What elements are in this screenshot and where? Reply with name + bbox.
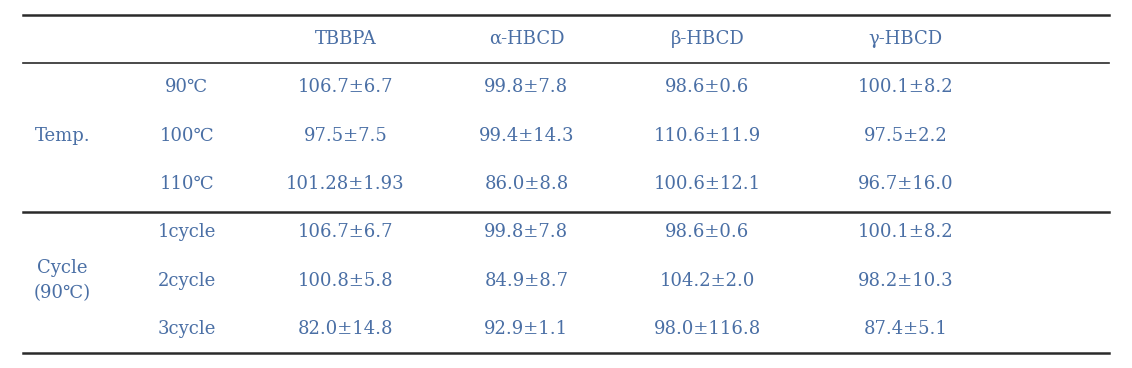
Text: 99.8±7.8: 99.8±7.8 [484, 78, 568, 96]
Text: 100℃: 100℃ [160, 127, 214, 145]
Text: 110.6±11.9: 110.6±11.9 [654, 127, 761, 145]
Text: 90℃: 90℃ [165, 78, 208, 96]
Text: 100.1±8.2: 100.1±8.2 [858, 223, 953, 241]
Text: 2cycle: 2cycle [157, 272, 216, 290]
Text: 96.7±16.0: 96.7±16.0 [858, 175, 953, 193]
Text: Temp.: Temp. [34, 127, 91, 145]
Text: 104.2±2.0: 104.2±2.0 [660, 272, 755, 290]
Text: 86.0±8.8: 86.0±8.8 [484, 175, 568, 193]
Text: 100.6±12.1: 100.6±12.1 [654, 175, 761, 193]
Text: 98.6±0.6: 98.6±0.6 [666, 78, 749, 96]
Text: 87.4±5.1: 87.4±5.1 [864, 320, 947, 338]
Text: 106.7±6.7: 106.7±6.7 [298, 78, 393, 96]
Text: γ-HBCD: γ-HBCD [868, 30, 943, 48]
Text: 100.8±5.8: 100.8±5.8 [298, 272, 393, 290]
Text: 99.8±7.8: 99.8±7.8 [484, 223, 568, 241]
Text: Cycle
(90℃): Cycle (90℃) [34, 259, 91, 302]
Text: 84.9±8.7: 84.9±8.7 [484, 272, 568, 290]
Text: 82.0±14.8: 82.0±14.8 [298, 320, 393, 338]
Text: 98.0±116.8: 98.0±116.8 [654, 320, 761, 338]
Text: 101.28±1.93: 101.28±1.93 [286, 175, 404, 193]
Text: 92.9±1.1: 92.9±1.1 [484, 320, 568, 338]
Text: 97.5±7.5: 97.5±7.5 [303, 127, 387, 145]
Text: 1cycle: 1cycle [157, 223, 216, 241]
Text: α-HBCD: α-HBCD [489, 30, 564, 48]
Text: β-HBCD: β-HBCD [670, 30, 745, 48]
Text: 98.6±0.6: 98.6±0.6 [666, 223, 749, 241]
Text: 110℃: 110℃ [160, 175, 214, 193]
Text: 106.7±6.7: 106.7±6.7 [298, 223, 393, 241]
Text: 98.2±10.3: 98.2±10.3 [858, 272, 953, 290]
Text: 97.5±2.2: 97.5±2.2 [864, 127, 947, 145]
Text: TBBPA: TBBPA [315, 30, 376, 48]
Text: 99.4±14.3: 99.4±14.3 [479, 127, 574, 145]
Text: 100.1±8.2: 100.1±8.2 [858, 78, 953, 96]
Text: 3cycle: 3cycle [157, 320, 216, 338]
